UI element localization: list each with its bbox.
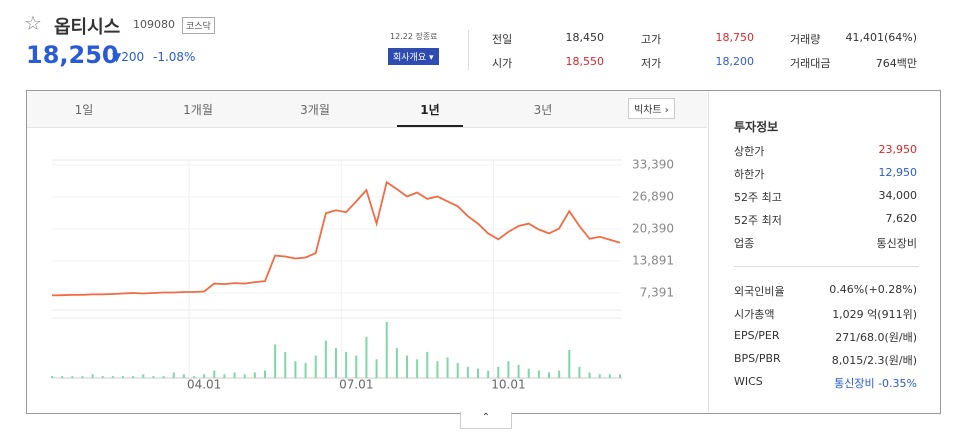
info-label: 업종 <box>734 237 755 250</box>
star-icon[interactable]: ☆ <box>24 11 42 35</box>
info-value: 7,620 <box>885 212 918 225</box>
info-label: 외국인비율 <box>734 285 785 298</box>
info-label: 하한가 <box>734 168 765 181</box>
company-button[interactable]: 회사개요 ▾ <box>388 48 439 65</box>
info-title: 투자정보 <box>734 120 779 134</box>
quote-label: 저가 <box>641 57 662 70</box>
tab[interactable]: 3년 <box>533 103 553 117</box>
quote-value: 764백만 <box>875 57 917 70</box>
price: 18,250 <box>26 41 119 69</box>
change-pct: -1.08% <box>153 50 196 64</box>
info-value: 271/68.0(원/배) <box>835 331 917 344</box>
quote-label: 고가 <box>641 33 662 46</box>
quote-label: 거래량 <box>790 33 821 46</box>
info-label: 52주 최고 <box>734 191 782 204</box>
quote-label: 시가 <box>492 57 513 70</box>
quote-label: 거래대금 <box>790 57 831 70</box>
market-status: 12.22 장종료 <box>390 32 438 41</box>
info-value: 34,000 <box>878 189 918 202</box>
quote-value: 18,200 <box>715 55 755 68</box>
info-label: WICS <box>734 375 763 388</box>
info-label: BPS/PBR <box>734 352 781 365</box>
info-value: 12,950 <box>878 166 918 179</box>
info-value: 통신장비 <box>876 237 917 250</box>
divider <box>468 30 469 70</box>
tab-underline <box>397 125 463 127</box>
tab[interactable]: 3개월 <box>300 103 330 117</box>
info-value: 8,015/2.3(원/배) <box>831 354 917 367</box>
quote-label: 전일 <box>492 33 513 46</box>
info-label: 52주 최저 <box>734 214 782 227</box>
quote-value: 41,401(64%) <box>845 31 917 44</box>
tab[interactable]: 1개월 <box>183 103 213 117</box>
collapse-button[interactable]: ⌃ <box>460 412 512 429</box>
info-value: 0.46%(+0.28%) <box>829 283 917 296</box>
info-value: 통신장비 -0.35% <box>834 377 917 390</box>
panel-divider <box>708 91 709 412</box>
big-chart-label: 빅차트 <box>634 105 662 116</box>
info-value: 23,950 <box>878 143 918 156</box>
stock-code: 109080 <box>133 18 175 31</box>
big-chart-button[interactable]: 빅차트 › <box>628 98 675 119</box>
quote-value: 18,550 <box>565 55 605 68</box>
quote-value: 18,750 <box>715 31 755 44</box>
tab[interactable]: 1년 <box>420 103 440 117</box>
info-divider <box>734 266 919 267</box>
info-value: 1,029 억(911위) <box>832 308 917 321</box>
stock-name: 옵티시스 <box>54 17 121 38</box>
company-button-label: 회사개요 <box>393 53 427 63</box>
market-badge: 코스닥 <box>182 17 215 34</box>
change: ▼200 <box>112 50 145 64</box>
quote-value: 18,450 <box>565 31 605 44</box>
info-label: 상한가 <box>734 145 765 158</box>
info-label: EPS/PER <box>734 329 780 342</box>
info-label: 시가총액 <box>734 308 775 321</box>
chart-box <box>26 90 941 414</box>
tab[interactable]: 1일 <box>74 103 94 117</box>
tab-bar <box>27 91 707 128</box>
